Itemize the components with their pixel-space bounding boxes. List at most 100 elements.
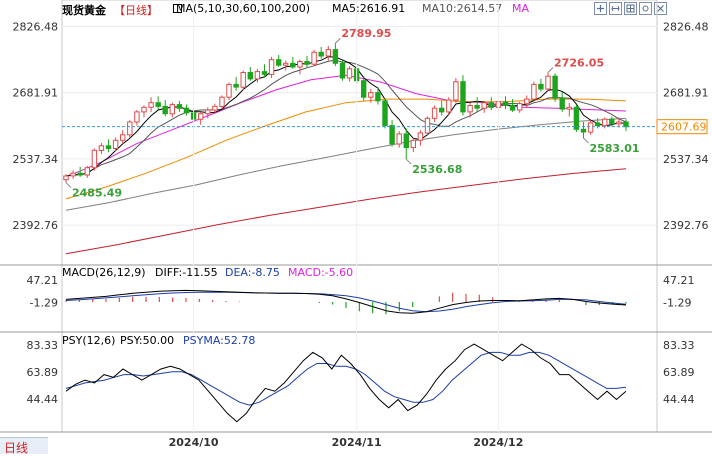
candle-up — [446, 99, 452, 113]
candle-up — [517, 103, 523, 111]
macd-value: MACD:-5.60 — [288, 266, 353, 279]
candle-up — [134, 111, 140, 123]
ma-more-value: MA — [512, 2, 530, 15]
candle-down — [403, 133, 410, 149]
candle-down — [382, 100, 388, 127]
period-label[interactable]: 【日线】 — [114, 4, 158, 17]
settings-icon[interactable] — [639, 2, 652, 15]
candle-up — [112, 139, 119, 150]
period-tab[interactable]: 日线 — [0, 437, 48, 455]
candle-down — [460, 81, 466, 113]
candle-down — [339, 62, 346, 79]
candle-down — [609, 118, 615, 125]
candle-up — [524, 98, 530, 105]
candle-down — [105, 145, 112, 150]
candle-up — [396, 133, 402, 145]
candle-up — [481, 102, 487, 109]
candle-up — [431, 107, 438, 119]
annotation-pointer — [547, 67, 554, 73]
close-icon[interactable] — [654, 2, 667, 15]
candle-up — [91, 149, 98, 169]
candle-up — [467, 105, 473, 113]
price-tick-right: 2681.91 — [663, 87, 709, 100]
annotation-pointer — [335, 37, 341, 44]
ma-params-label: MA(5,10,30,60,100,200) — [176, 2, 311, 15]
candle-up — [417, 132, 424, 141]
candle-up — [368, 92, 374, 98]
candle-up — [148, 102, 154, 108]
macd-label: MACD(26,12,9) — [62, 266, 146, 279]
candle-up — [297, 61, 303, 68]
candle-up — [545, 75, 551, 90]
candle-up — [63, 175, 69, 181]
psy-tick-left: 83.33 — [27, 339, 59, 352]
zoom-out-icon[interactable] — [609, 2, 622, 15]
candle-up — [283, 62, 289, 66]
candle-down — [332, 49, 339, 64]
candle-down — [233, 83, 239, 88]
candle-down — [538, 83, 544, 90]
current-price-label: 2607.69 — [661, 121, 707, 134]
candle-down — [488, 102, 495, 108]
macd-dea-line — [65, 291, 627, 313]
date-tick: 2024/11 — [332, 436, 382, 449]
candle-up — [268, 59, 275, 75]
candle-up — [346, 68, 353, 79]
candle-up — [254, 71, 261, 80]
ma-line-ma60 — [65, 98, 627, 200]
zoom-in-icon[interactable] — [594, 2, 607, 15]
psy-tick-left: 63.89 — [27, 366, 59, 379]
grid-icon[interactable] — [624, 2, 637, 15]
candle-down — [552, 75, 558, 99]
candle-up — [169, 104, 176, 115]
candle-up — [98, 145, 105, 151]
candle-down — [439, 107, 445, 113]
candle-down — [155, 102, 161, 107]
candle-down — [261, 71, 268, 75]
candle-up — [587, 122, 594, 133]
candle-down — [594, 122, 601, 127]
candle-down — [623, 121, 629, 128]
price-tick-right: 2392.76 — [663, 219, 709, 232]
candle-up — [531, 83, 537, 100]
psy-tick-right: 83.33 — [663, 339, 695, 352]
candle-up — [219, 96, 225, 107]
annotation-pointer — [405, 158, 412, 165]
psy-value: PSY:50.00 — [120, 334, 174, 347]
ma10-value: MA10:2614.57 — [422, 2, 503, 15]
candle-up — [212, 105, 218, 111]
candle-down — [183, 107, 190, 114]
candle-down — [318, 51, 324, 57]
psyma-line — [65, 351, 627, 406]
price-tick-left: 2392.76 — [13, 219, 59, 232]
symbol-label: 现货黄金 — [62, 4, 106, 17]
candle-down — [474, 105, 480, 109]
candle-down — [509, 105, 516, 111]
candle-up — [602, 118, 608, 127]
candle-up — [616, 121, 622, 125]
candle-up — [226, 83, 232, 98]
period-tab-label: 日线 — [4, 441, 29, 455]
psyma-value: PSYMA:52.78 — [183, 334, 255, 347]
psy-tick-right: 63.89 — [663, 366, 695, 379]
candle-down — [290, 62, 296, 68]
ma-line-ma30 — [65, 74, 627, 178]
candle-down — [361, 80, 367, 98]
price-annotation: 2726.05 — [554, 56, 604, 69]
candle-down — [573, 106, 580, 130]
candle-down — [247, 72, 254, 80]
candle-up — [240, 72, 246, 88]
ma-checkbox-icon[interactable] — [173, 4, 182, 13]
price-tick-right: 2826.48 — [663, 20, 709, 33]
candle-up — [141, 106, 147, 113]
candle-up — [424, 117, 431, 134]
candle-down — [176, 104, 183, 109]
candle-down — [580, 128, 587, 133]
date-tick: 2024/10 — [169, 436, 219, 449]
candle-up — [205, 109, 211, 115]
ma-line-ma200 — [65, 168, 627, 255]
price-tick-left: 2537.34 — [13, 153, 59, 166]
macd-dea: DEA:-8.75 — [225, 266, 280, 279]
candle-up — [325, 49, 332, 57]
